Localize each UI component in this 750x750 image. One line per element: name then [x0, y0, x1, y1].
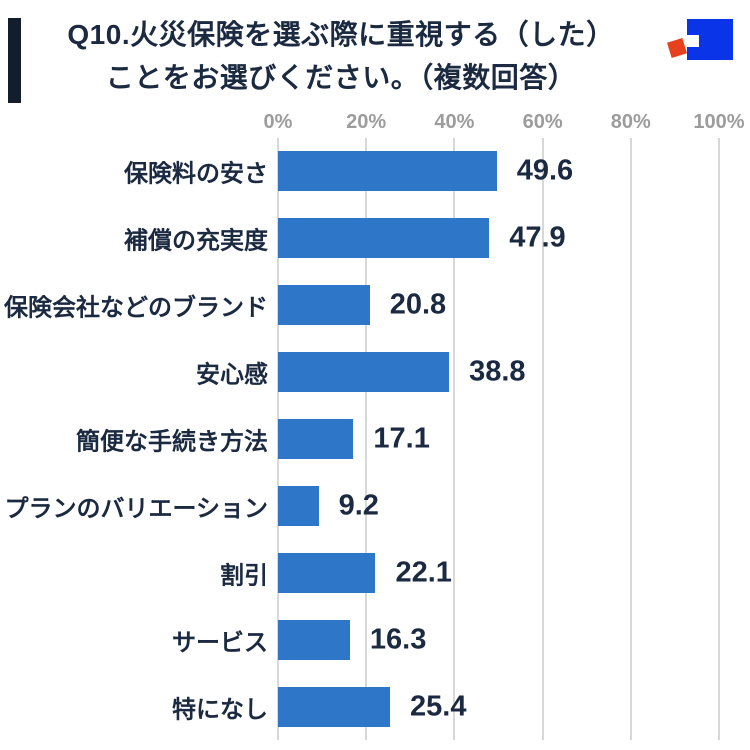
bar — [278, 151, 497, 192]
bar — [278, 285, 370, 326]
page-title-line-2: ことをお選びください。（複数回答） — [105, 62, 577, 93]
x-axis-tick-label: 0% — [263, 111, 293, 133]
category-label: 特になし — [172, 696, 268, 724]
category-label: 保険会社などのブランド — [4, 294, 268, 322]
bar — [278, 552, 376, 593]
gridline — [365, 138, 368, 740]
value-label: 17.1 — [373, 422, 430, 455]
category-label: 補償の充実度 — [124, 227, 268, 255]
x-axis-tick-label: 20% — [346, 111, 387, 133]
x-axis-tick-label: 40% — [434, 111, 475, 133]
category-label: 安心感 — [196, 361, 268, 389]
bar — [278, 218, 490, 259]
value-label: 20.8 — [389, 288, 447, 321]
gridline — [453, 138, 456, 740]
title-accent-bar — [8, 18, 21, 103]
bar — [278, 485, 319, 526]
gridline — [629, 138, 632, 740]
category-label: 割引 — [220, 562, 268, 590]
value-label: 47.9 — [509, 221, 566, 254]
bar — [278, 686, 390, 727]
x-axis-tick-label: 60% — [522, 111, 563, 133]
category-label: 簡便な手続き方法 — [76, 428, 268, 456]
logo-white-notch — [687, 35, 699, 47]
category-label: サービス — [172, 629, 268, 657]
value-label: 9.2 — [338, 489, 379, 522]
x-axis-tick-label: 80% — [610, 111, 651, 133]
value-label: 16.3 — [369, 623, 427, 656]
bar — [278, 419, 354, 459]
gridline — [718, 138, 720, 740]
x-axis-tick-label: 100% — [693, 111, 745, 133]
bar — [278, 619, 350, 660]
bar — [278, 352, 450, 393]
value-label: 38.8 — [469, 355, 526, 388]
category-label: 保険料の安さ — [124, 160, 268, 188]
page-title: Q10.火災保険を選ぶ際に重視する（した） ことをお選びください。（複数回答） — [30, 13, 652, 99]
value-label: 49.6 — [516, 154, 574, 187]
gridline — [541, 138, 544, 740]
value-label: 25.4 — [410, 690, 467, 723]
brand-logo — [655, 15, 745, 70]
page-title-line-1: Q10.火災保険を選ぶ際に重視する（した） — [67, 19, 615, 50]
category-label: プランのバリエーション — [4, 495, 268, 523]
value-label: 22.1 — [395, 556, 452, 589]
